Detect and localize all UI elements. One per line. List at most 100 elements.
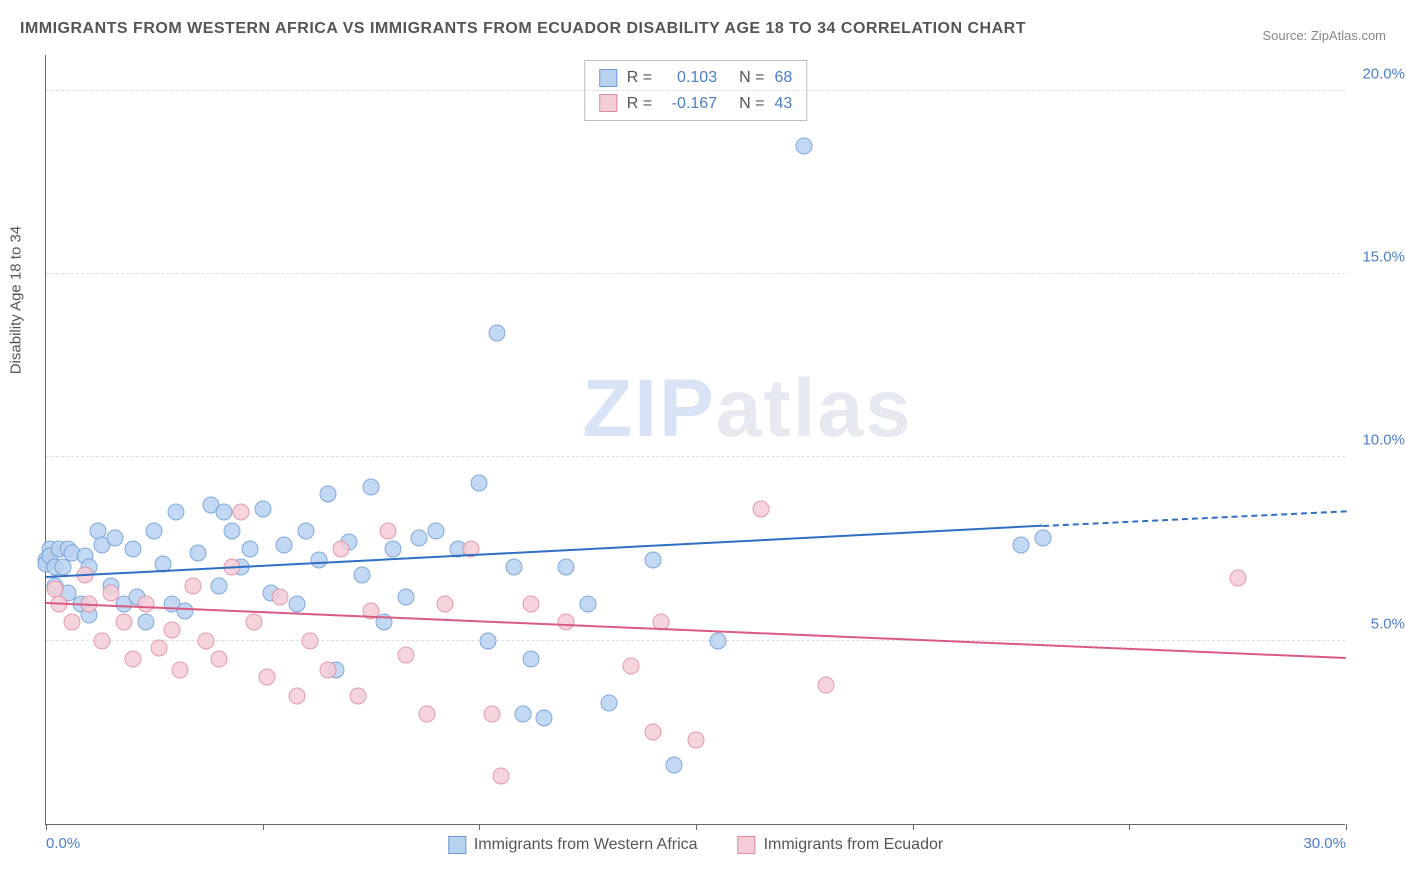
legend-item: Immigrants from Ecuador [738, 836, 944, 854]
data-point [623, 658, 640, 675]
data-point [176, 603, 193, 620]
data-point [514, 706, 531, 723]
data-point [601, 695, 618, 712]
data-point [428, 522, 445, 539]
data-point [579, 596, 596, 613]
data-point [410, 530, 427, 547]
data-point [254, 500, 271, 517]
data-point [536, 709, 553, 726]
legend-r-value: -0.167 [662, 91, 717, 117]
data-point [436, 596, 453, 613]
data-point [644, 552, 661, 569]
data-point [332, 541, 349, 558]
data-point [523, 651, 540, 668]
data-point [168, 504, 185, 521]
data-point [124, 541, 141, 558]
data-point [709, 632, 726, 649]
data-point [363, 478, 380, 495]
data-point [558, 559, 575, 576]
x-tick-mark [696, 824, 697, 830]
x-tick-mark [1346, 824, 1347, 830]
legend-swatch [448, 836, 466, 854]
y-tick-label: 10.0% [1362, 432, 1405, 449]
data-point [397, 588, 414, 605]
data-point [1229, 570, 1246, 587]
data-point [350, 687, 367, 704]
data-point [796, 137, 813, 154]
data-point [172, 662, 189, 679]
y-axis-title: Disability Age 18 to 34 [8, 225, 25, 373]
legend-n-label: N = [739, 65, 764, 91]
gridline [46, 90, 1345, 91]
data-point [488, 324, 505, 341]
chart-title: IMMIGRANTS FROM WESTERN AFRICA VS IMMIGR… [20, 20, 1026, 38]
data-point [137, 596, 154, 613]
x-tick-mark [913, 824, 914, 830]
legend-swatch [738, 836, 756, 854]
data-point [246, 614, 263, 631]
legend-row: R =-0.167N =43 [599, 91, 792, 117]
data-point [354, 566, 371, 583]
data-point [666, 757, 683, 774]
data-point [107, 530, 124, 547]
legend-label: Immigrants from Ecuador [764, 836, 944, 854]
data-point [1013, 537, 1030, 554]
data-point [198, 632, 215, 649]
data-point [289, 596, 306, 613]
data-point [419, 706, 436, 723]
data-point [688, 731, 705, 748]
data-point [124, 651, 141, 668]
x-tick-label: 0.0% [46, 835, 80, 852]
scatter-chart: ZIPatlas Disability Age 18 to 34 R =0.10… [45, 55, 1345, 825]
x-tick-mark [263, 824, 264, 830]
data-point [311, 552, 328, 569]
series-legend: Immigrants from Western Africa Immigrants… [448, 836, 943, 854]
data-point [189, 544, 206, 561]
y-tick-label: 20.0% [1362, 65, 1405, 82]
data-point [211, 651, 228, 668]
data-point [644, 724, 661, 741]
y-tick-label: 5.0% [1371, 615, 1405, 632]
data-point [276, 537, 293, 554]
watermark: ZIPatlas [582, 362, 912, 456]
data-point [103, 585, 120, 602]
data-point [241, 541, 258, 558]
legend-row: R =0.103N =68 [599, 65, 792, 91]
data-point [319, 662, 336, 679]
data-point [302, 632, 319, 649]
gridline [46, 273, 1345, 274]
x-tick-mark [1129, 824, 1130, 830]
data-point [185, 577, 202, 594]
x-tick-label: 30.0% [1303, 835, 1346, 852]
data-point [137, 614, 154, 631]
data-point [163, 621, 180, 638]
legend-r-value: 0.103 [662, 65, 717, 91]
data-point [215, 504, 232, 521]
legend-n-value: 43 [774, 91, 792, 117]
data-point [94, 632, 111, 649]
data-point [558, 614, 575, 631]
data-point [523, 596, 540, 613]
data-point [64, 614, 81, 631]
data-point [753, 500, 770, 517]
data-point [233, 504, 250, 521]
source-attribution: Source: ZipAtlas.com [1262, 28, 1386, 43]
gridline [46, 456, 1345, 457]
data-point [484, 706, 501, 723]
data-point [55, 559, 72, 576]
legend-item: Immigrants from Western Africa [448, 836, 698, 854]
data-point [506, 559, 523, 576]
data-point [397, 647, 414, 664]
data-point [146, 522, 163, 539]
data-point [150, 640, 167, 657]
data-point [259, 669, 276, 686]
data-point [116, 614, 133, 631]
data-point [471, 475, 488, 492]
data-point [493, 768, 510, 785]
data-point [480, 632, 497, 649]
trendline-extrapolation [1043, 510, 1346, 527]
legend-r-label: R = [627, 65, 652, 91]
legend-swatch [599, 69, 617, 87]
data-point [298, 522, 315, 539]
trendline [46, 602, 1346, 659]
